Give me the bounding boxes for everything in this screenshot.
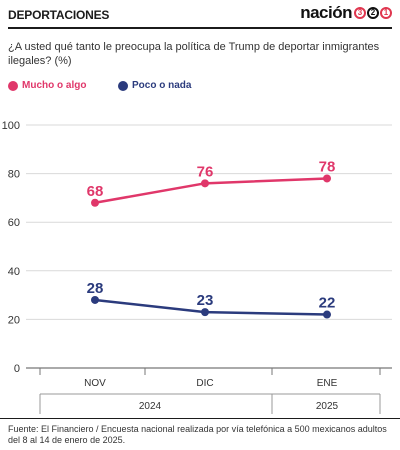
- data-point: [323, 310, 331, 319]
- chart-question: ¿A usted qué tanto le preocupa la políti…: [8, 41, 380, 67]
- year-label-2024: 2024: [139, 401, 162, 412]
- data-point: [91, 198, 99, 207]
- y-tick-label: 20: [8, 314, 20, 326]
- data-label: 68: [87, 183, 104, 200]
- legend-dot-series-b: [118, 80, 128, 91]
- data-label: 22: [319, 295, 336, 312]
- data-point: [91, 295, 99, 304]
- legend-label-series-b: Poco o nada: [132, 80, 192, 91]
- data-point: [323, 174, 331, 183]
- y-tick-label: 0: [14, 363, 20, 375]
- data-label: 76: [197, 163, 214, 180]
- data-point: [201, 179, 209, 188]
- data-label: 28: [87, 280, 104, 297]
- brand-digit-2: 2: [367, 7, 379, 19]
- header: DEPORTACIONES nación 3 2 1: [0, 0, 400, 32]
- section-title: DEPORTACIONES: [8, 8, 110, 22]
- x-tick-label-ene: ENE: [317, 378, 338, 389]
- source-note: Fuente: El Financiero / Encuesta naciona…: [8, 424, 387, 445]
- series-line-mucho-o-algo: [94, 177, 328, 204]
- line-chart: 0 20 40 60 80 100 NOV DIC ENE 2024 2025 68 76 78 28 23 2…: [2, 120, 392, 414]
- brand-digit-3: 1: [380, 7, 392, 19]
- brand-logo: nación 3 2 1: [300, 3, 392, 23]
- header-rule: [8, 27, 392, 29]
- y-tick-label: 80: [8, 169, 20, 181]
- source-rule: [0, 418, 400, 419]
- y-tick-label: 60: [8, 217, 20, 229]
- x-tick-label-dic: DIC: [196, 378, 213, 389]
- data-label: 23: [197, 292, 214, 309]
- data-point: [201, 308, 209, 317]
- brand-word: nación: [300, 3, 352, 22]
- legend-dot-series-a: [8, 80, 18, 91]
- legend-item-series-a: Mucho o algo: [8, 80, 86, 91]
- y-tick-label: 40: [8, 266, 20, 278]
- legend-item-series-b: Poco o nada: [118, 80, 191, 91]
- legend-label-series-a: Mucho o algo: [22, 80, 87, 91]
- x-tick-label-nov: NOV: [84, 378, 106, 389]
- y-tick-label: 100: [2, 120, 20, 132]
- brand-digit-1: 3: [354, 7, 366, 19]
- year-label-2025: 2025: [316, 401, 339, 412]
- data-label: 78: [319, 158, 336, 175]
